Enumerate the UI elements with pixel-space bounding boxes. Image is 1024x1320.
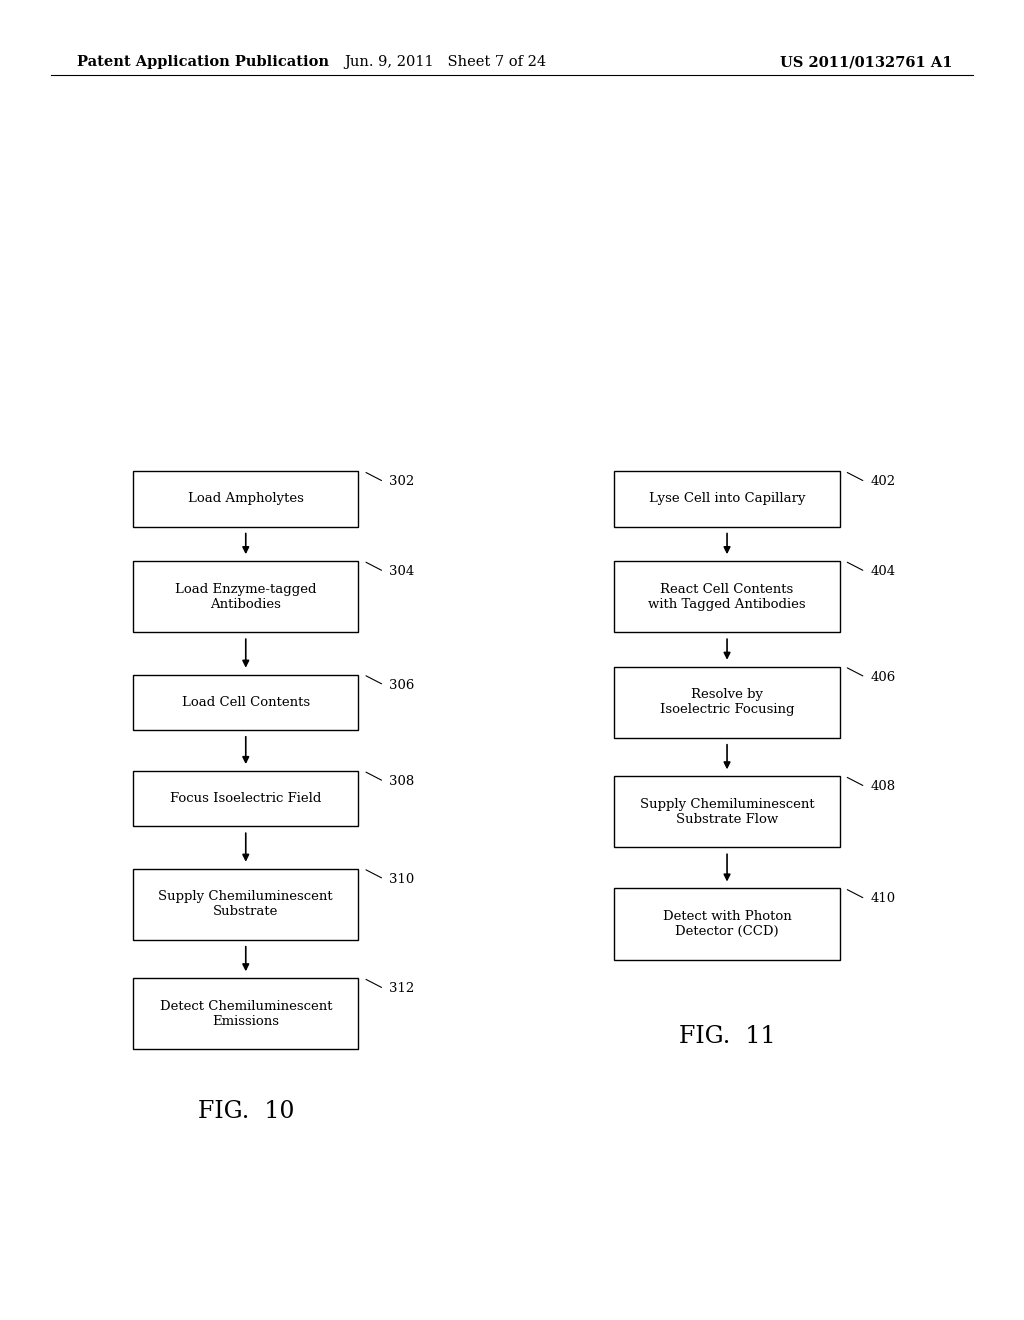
- FancyBboxPatch shape: [614, 561, 840, 632]
- FancyBboxPatch shape: [133, 771, 358, 826]
- Text: Supply Chemiluminescent
Substrate Flow: Supply Chemiluminescent Substrate Flow: [640, 797, 814, 826]
- Text: FIG.  11: FIG. 11: [679, 1024, 775, 1048]
- Text: Patent Application Publication: Patent Application Publication: [77, 55, 329, 70]
- Text: FIG.  10: FIG. 10: [198, 1100, 294, 1123]
- FancyBboxPatch shape: [133, 869, 358, 940]
- Text: Load Cell Contents: Load Cell Contents: [181, 696, 310, 709]
- Text: 402: 402: [870, 475, 896, 488]
- FancyBboxPatch shape: [614, 776, 840, 847]
- Text: 408: 408: [870, 780, 896, 793]
- FancyBboxPatch shape: [614, 471, 840, 527]
- Text: Load Ampholytes: Load Ampholytes: [187, 492, 304, 506]
- FancyBboxPatch shape: [133, 675, 358, 730]
- Text: Load Enzyme-tagged
Antibodies: Load Enzyme-tagged Antibodies: [175, 582, 316, 611]
- FancyBboxPatch shape: [133, 978, 358, 1049]
- Text: 406: 406: [870, 671, 896, 684]
- Text: Lyse Cell into Capillary: Lyse Cell into Capillary: [649, 492, 805, 506]
- FancyBboxPatch shape: [614, 667, 840, 738]
- Text: Resolve by
Isoelectric Focusing: Resolve by Isoelectric Focusing: [659, 688, 795, 717]
- Text: 308: 308: [389, 775, 415, 788]
- Text: US 2011/0132761 A1: US 2011/0132761 A1: [780, 55, 952, 70]
- Text: Detect with Photon
Detector (CCD): Detect with Photon Detector (CCD): [663, 909, 792, 939]
- Text: 410: 410: [870, 892, 896, 906]
- Text: React Cell Contents
with Tagged Antibodies: React Cell Contents with Tagged Antibodi…: [648, 582, 806, 611]
- Text: 310: 310: [389, 873, 415, 886]
- Text: Jun. 9, 2011   Sheet 7 of 24: Jun. 9, 2011 Sheet 7 of 24: [344, 55, 547, 70]
- Text: 306: 306: [389, 678, 415, 692]
- FancyBboxPatch shape: [614, 888, 840, 960]
- FancyBboxPatch shape: [133, 471, 358, 527]
- Text: Supply Chemiluminescent
Substrate: Supply Chemiluminescent Substrate: [159, 890, 333, 919]
- Text: 404: 404: [870, 565, 896, 578]
- Text: 302: 302: [389, 475, 415, 488]
- Text: 304: 304: [389, 565, 415, 578]
- Text: Detect Chemiluminescent
Emissions: Detect Chemiluminescent Emissions: [160, 999, 332, 1028]
- FancyBboxPatch shape: [133, 561, 358, 632]
- Text: 312: 312: [389, 982, 415, 995]
- Text: Focus Isoelectric Field: Focus Isoelectric Field: [170, 792, 322, 805]
